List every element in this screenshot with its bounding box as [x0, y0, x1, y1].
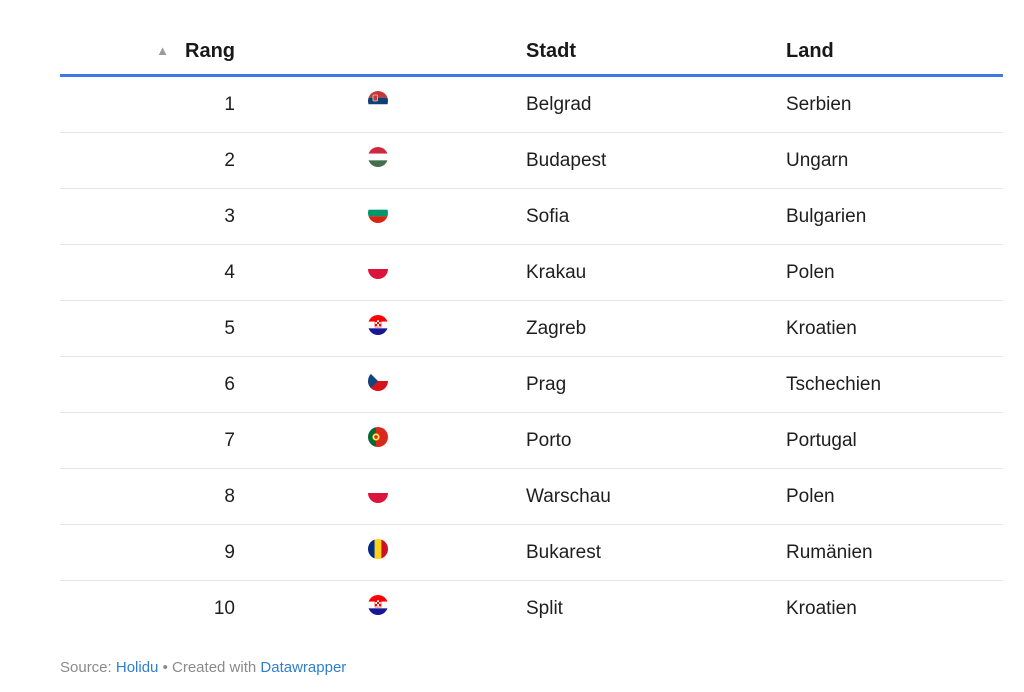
- flag-cell: [260, 244, 526, 301]
- table-row: 10 Split Kroatien: [60, 581, 1003, 637]
- country-cell: Bulgarien: [786, 188, 1003, 245]
- country-cell: Kroatien: [786, 597, 857, 619]
- country-cell: Portugal: [786, 412, 1003, 469]
- ranking-table: ▲ Rang Stadt Land 1 Belgrad Serbien 2 Budapes…: [60, 28, 1003, 636]
- source-label: Source:: [60, 659, 112, 676]
- country-cell: Polen: [786, 244, 1003, 301]
- rank-cell: 3: [60, 188, 260, 245]
- rank-cell: 6: [60, 356, 260, 413]
- header-row: ▲ Rang Stadt Land: [60, 28, 1003, 77]
- rank-cell: 7: [60, 412, 260, 469]
- rank-cell: 8: [60, 468, 260, 525]
- column-header-rank[interactable]: ▲ Rang: [60, 28, 260, 77]
- country-cell: Tschechien: [786, 356, 1003, 413]
- table-row: 2 Budapest Ungarn: [60, 132, 1003, 189]
- column-header-country-label: Land: [786, 39, 834, 62]
- city-cell: Krakau: [526, 244, 786, 301]
- city-cell: Belgrad: [526, 75, 786, 133]
- rank-cell: 1: [60, 75, 260, 133]
- table-body: 1 Belgrad Serbien 2 Budapest Ungarn 3 Sofia Bulg…: [60, 75, 1003, 637]
- city-cell: Bukarest: [526, 524, 786, 581]
- rank-cell: 2: [60, 132, 260, 189]
- portugal-flag-icon: [368, 427, 388, 448]
- country-cell: Kroatien: [786, 300, 1003, 357]
- hungary-flag-icon: [368, 147, 388, 168]
- poland-flag-icon: [368, 259, 388, 280]
- column-header-city-label: Stadt: [526, 39, 576, 62]
- serbia-flag-icon: [368, 91, 388, 112]
- footer-separator: •: [162, 659, 168, 676]
- romania-flag-icon: [368, 539, 388, 560]
- rank-cell: 4: [60, 244, 260, 301]
- created-with-label: Created with: [172, 659, 257, 676]
- flag-cell: [260, 412, 526, 469]
- source-footer: Source: Holidu • Created with Datawrappe…: [60, 659, 346, 676]
- poland-flag-icon: [368, 483, 388, 504]
- bulgaria-flag-icon: [368, 203, 388, 224]
- country-cell: Ungarn: [786, 132, 1003, 189]
- flag-cell: [260, 468, 526, 525]
- flag-cell: [260, 75, 526, 133]
- flag-cell: [260, 524, 526, 581]
- column-header-city[interactable]: Stadt: [526, 28, 786, 77]
- city-cell: Porto: [526, 412, 786, 469]
- city-cell: Budapest: [526, 132, 786, 189]
- table-row: 9 Bukarest Rumänien: [60, 524, 1003, 581]
- table-row: 1 Belgrad Serbien: [60, 75, 1003, 133]
- city-cell: Warschau: [526, 468, 786, 525]
- city-cell: Split: [526, 597, 563, 619]
- country-cell: Serbien: [786, 75, 1003, 133]
- czech-republic-flag-icon: [368, 371, 388, 392]
- table-row: 8 Warschau Polen: [60, 468, 1003, 525]
- table-row: 6 Prag Tschechien: [60, 356, 1003, 413]
- flag-cell: [260, 188, 526, 245]
- flag-cell: [260, 132, 526, 189]
- flag-cell: [260, 356, 526, 413]
- city-cell: Sofia: [526, 188, 786, 245]
- city-cell: Zagreb: [526, 300, 786, 357]
- flag-cell: [260, 581, 526, 637]
- sort-ascending-icon[interactable]: ▲: [156, 42, 169, 58]
- rank-cell: 10: [213, 597, 235, 619]
- country-cell: Polen: [786, 468, 1003, 525]
- table-row: 5 Zagreb Kroatien: [60, 300, 1003, 357]
- city-cell: Prag: [526, 356, 786, 413]
- croatia-flag-icon: [368, 595, 388, 616]
- table-header: ▲ Rang Stadt Land: [60, 28, 1003, 77]
- source-link-holidu[interactable]: Holidu: [115, 659, 159, 676]
- table-row: 7 Porto Portugal: [60, 412, 1003, 469]
- country-cell: Rumänien: [786, 524, 1003, 581]
- croatia-flag-icon: [368, 315, 388, 336]
- rank-cell: 9: [60, 524, 260, 581]
- table-row: 4 Krakau Polen: [60, 244, 1003, 301]
- flag-cell: [260, 300, 526, 357]
- column-header-flag: [260, 28, 526, 77]
- rank-cell: 5: [60, 300, 260, 357]
- ranking-table-container: ▲ Rang Stadt Land 1 Belgrad Serbien 2 Budapes…: [60, 28, 1003, 636]
- column-header-country[interactable]: Land: [786, 28, 1003, 77]
- table-row: 3 Sofia Bulgarien: [60, 188, 1003, 245]
- datawrapper-link[interactable]: Datawrapper: [260, 659, 347, 676]
- column-header-rank-label: Rang: [185, 39, 235, 62]
